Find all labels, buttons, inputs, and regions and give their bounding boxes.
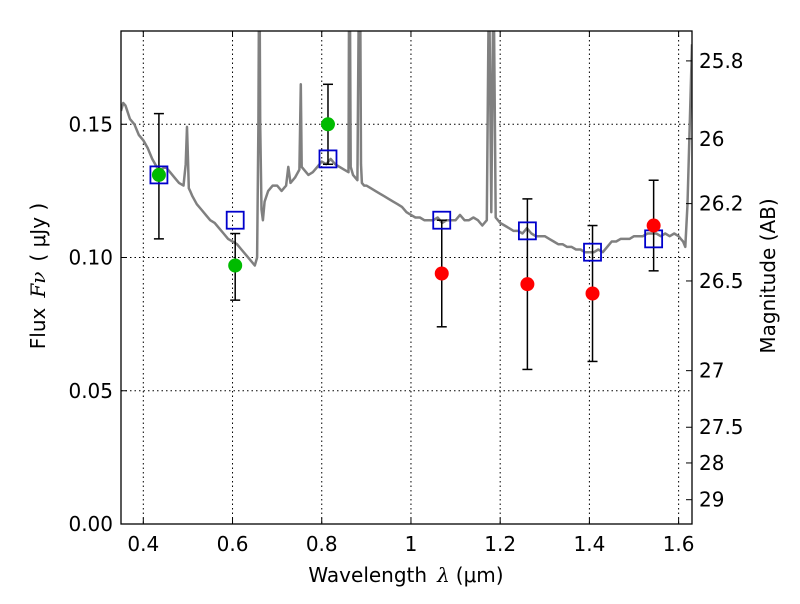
x-tick-label: 0.4: [127, 532, 159, 556]
y-axis-title: Flux Fν ( μJy ): [26, 203, 50, 349]
y-tick-label: 0.15: [68, 112, 113, 136]
x-tick-label: 0.6: [217, 532, 249, 556]
y-tick-label: 0.10: [68, 246, 113, 270]
x-tick-label: 1: [405, 532, 418, 556]
y-axis-symbol: Fν: [26, 272, 50, 299]
y-axis-label: Flux: [26, 307, 50, 349]
y2-tick-label: 28: [699, 451, 724, 475]
x-axis-label: Wavelength: [308, 563, 427, 587]
model-photometry-square: [225, 210, 245, 230]
nir-point: [646, 218, 661, 233]
optical-point: [228, 258, 243, 273]
optical-point: [320, 117, 335, 132]
model-spectrum-line: [121, 31, 692, 267]
plot-layer: [121, 31, 692, 371]
model-photometry-square: [318, 149, 338, 169]
nir-point: [585, 286, 600, 301]
x-tick-label: 1.2: [484, 532, 516, 556]
y2-tick-label: 26.2: [699, 192, 744, 216]
y2-tick-label: 27: [699, 359, 724, 383]
x-tick-label: 1.6: [663, 532, 695, 556]
x-axis-unit: (μm): [456, 563, 504, 587]
nir-point: [434, 266, 449, 281]
grid-layer: [121, 31, 692, 525]
y2-tick-label: 29: [699, 488, 724, 512]
y2-tick-label: 26: [699, 127, 724, 151]
x-tick-label: 0.8: [306, 532, 338, 556]
x-axis-title: Wavelength λ (μm): [308, 563, 503, 587]
y2-tick-label: 25.8: [699, 49, 744, 73]
y2-axis-title: Magnitude (AB): [756, 198, 780, 353]
model-photometry-square: [583, 242, 602, 262]
y-axis-unit: ( μJy ): [26, 203, 50, 262]
x-tick-label: 1.4: [573, 532, 605, 556]
optical-point: [151, 167, 166, 182]
y2-tick-label: 26.5: [699, 269, 744, 293]
model-photometry-square: [432, 210, 452, 230]
y-tick-label: 0.00: [68, 512, 113, 536]
model-photometry-square: [149, 165, 169, 185]
plot-frame: [120, 30, 693, 525]
model-photometry-square: [517, 221, 537, 241]
tick-layer: 0.4 0.6 0.8 1 1.2 1.4 1.6 0.00 0.05 0.10 0.15 25.8 2…: [68, 31, 744, 556]
nir-point: [520, 277, 535, 292]
y2-tick-label: 27.5: [699, 415, 744, 439]
x-axis-symbol: λ: [436, 563, 450, 587]
y-tick-label: 0.05: [68, 379, 113, 403]
